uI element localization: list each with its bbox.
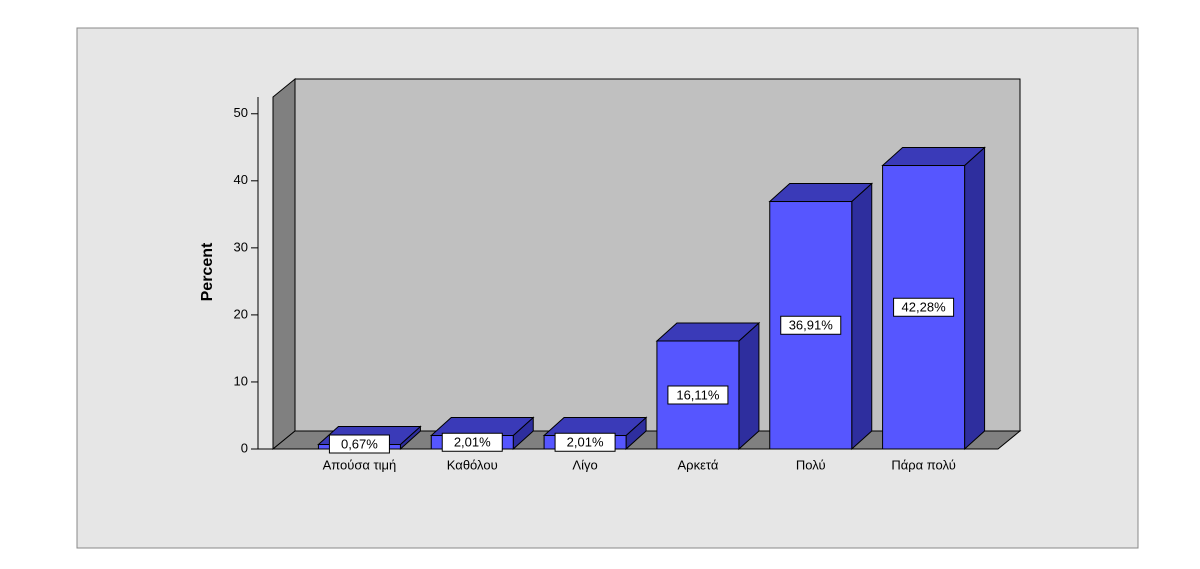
x-tick-label: Αρκετά [678, 457, 719, 472]
value-label: 16,11% [676, 387, 720, 402]
value-label-box [441, 432, 503, 452]
x-tick-label: Λίγο [572, 457, 597, 472]
value-label: 2,01% [454, 435, 491, 450]
value-label-box [667, 385, 729, 405]
x-tick-label: Απούσα τιμή [323, 457, 397, 472]
y-tick-label: 30 [234, 239, 248, 254]
x-tick-label: Πάρα πολύ [891, 457, 956, 472]
y-tick-label: 50 [234, 105, 248, 120]
x-tick-label: Καθόλου [447, 457, 498, 472]
y-axis-label: Percent [199, 242, 216, 301]
left-wall [272, 77, 296, 451]
value-label-box [780, 315, 842, 335]
bar-side [738, 321, 760, 451]
value-label: 0,67% [341, 436, 378, 451]
bar-side [964, 146, 986, 451]
value-label-box [328, 434, 390, 454]
value-label-box [554, 432, 616, 452]
x-tick-label: Πολύ [796, 457, 826, 472]
bar-side [851, 182, 873, 451]
value-label: 36,91% [789, 318, 834, 333]
y-tick-label: 10 [234, 373, 248, 388]
value-label: 42,28% [902, 300, 947, 315]
y-tick-label: 20 [234, 306, 248, 321]
value-label: 2,01% [567, 435, 604, 450]
y-tick-label: 40 [234, 172, 248, 187]
value-label-box [893, 297, 955, 317]
y-tick-label: 0 [241, 440, 248, 455]
